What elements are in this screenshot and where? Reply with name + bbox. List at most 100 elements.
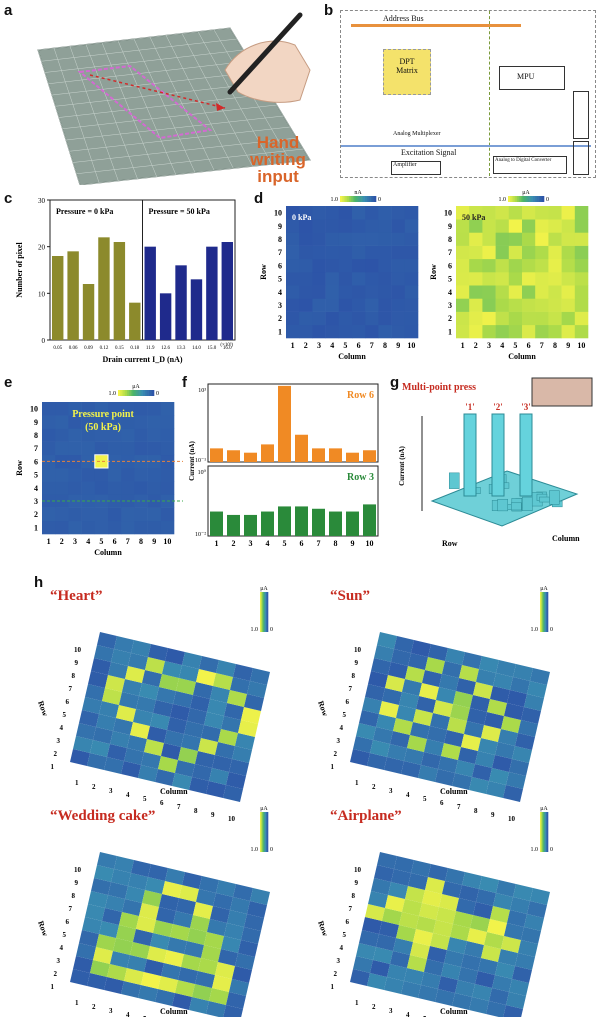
hand-icon: [224, 40, 311, 103]
grid-line: [41, 38, 237, 62]
heatmap-cell: [430, 933, 450, 950]
heatmap-cell: [359, 710, 379, 727]
heatmap-cell: [134, 415, 148, 429]
heatmap-cell: [445, 648, 465, 665]
colorbar-segment: [265, 592, 266, 632]
map-title: “Wedding cake”: [50, 808, 155, 824]
heatmap-cell: [495, 962, 515, 979]
heatmap-cell: [111, 649, 131, 666]
peak-label: '3': [521, 402, 531, 412]
heatmap-cell: [175, 980, 195, 997]
heatmap-cell: [179, 665, 199, 682]
column-tick-label: 5: [143, 795, 147, 803]
heatmap-cell: [561, 298, 576, 312]
heatmap-cell: [299, 298, 313, 312]
y-tick-label: 0: [42, 337, 46, 345]
colorbar-segment: [352, 196, 355, 202]
colorbar-segment: [265, 812, 267, 852]
column-tick-label: 3: [109, 787, 113, 795]
colorbar-segment: [541, 592, 542, 632]
heatmap-cell: [338, 285, 353, 299]
heatmap-cell: [574, 245, 589, 260]
heatmap-cell: [522, 258, 536, 273]
heatmap-cell: [147, 402, 162, 416]
heatmap-cell: [184, 721, 204, 738]
heatmap-cell: [159, 674, 179, 691]
heatmap-cell: [227, 690, 247, 707]
heatmap-cell: [352, 272, 366, 286]
heatmap-cell: [405, 886, 425, 903]
colorbar-segment: [148, 390, 151, 396]
heatmap-cell: [413, 709, 433, 726]
heatmap-cell: [55, 454, 69, 469]
heatmap-cell: [515, 953, 535, 970]
colorbar-segment: [150, 390, 153, 396]
heatmap-cell: [438, 756, 458, 773]
heatmap-cell: [218, 729, 238, 746]
heatmap-cell: [134, 481, 148, 495]
heatmap-cell: [489, 988, 509, 1005]
colorbar-segment: [263, 812, 264, 852]
heatmap-cell: [428, 644, 448, 661]
heatmap-cell: [68, 520, 82, 535]
heatmap-cell: [207, 699, 227, 716]
heatmap-cell: [371, 658, 391, 675]
row-tick-label: 1: [51, 983, 55, 991]
panel-b-letter: b: [324, 2, 334, 19]
colorbar-unit: μA: [260, 806, 268, 812]
column-tick-label: 4: [500, 341, 504, 350]
heatmap-cell: [81, 441, 96, 456]
colorbar-segment: [546, 812, 548, 852]
heatmap-cell: [133, 929, 153, 946]
heatmap-cell: [495, 272, 510, 286]
colorbar-segment: [264, 812, 266, 852]
column-tick-label: 4: [330, 341, 334, 350]
heatmap-cell: [119, 692, 139, 709]
heatmap-cell: [160, 441, 175, 456]
heatmap-cell: [574, 324, 589, 339]
map-label-left: 0 kPa: [292, 213, 311, 222]
row-tick-label: 5: [448, 275, 452, 284]
heatmap-cell: [484, 712, 504, 729]
heatmap-cell: [68, 468, 82, 482]
heatmap-cell: [476, 889, 496, 906]
highlight-region: [77, 64, 213, 140]
heatmap-cell: [365, 258, 379, 273]
heatmap-cell: [134, 520, 148, 535]
heatmap-cell: [134, 494, 148, 508]
tick-label: 0.15: [115, 346, 124, 351]
heatmap-cell: [522, 219, 536, 233]
heatmap-cell: [561, 311, 576, 326]
colorbar-segment: [542, 812, 543, 852]
colorbar-segment: [262, 812, 264, 852]
heatmap-cell: [459, 885, 479, 902]
panel-h-letter: h: [34, 574, 44, 591]
small-bar: [539, 496, 550, 503]
heatmap-cell: [458, 747, 478, 764]
tick-label: 0.06: [69, 346, 78, 351]
heatmap-cell: [88, 891, 108, 908]
colorbar-segment: [266, 812, 267, 852]
column-tick-label: 10: [577, 341, 585, 350]
small-bar: [497, 498, 508, 512]
column-tick-label: 3: [487, 341, 491, 350]
y-axis-label: Column: [552, 534, 580, 543]
series-label: Row 3: [347, 472, 374, 483]
colorbar-segment: [128, 390, 131, 396]
row-tick-label: 7: [448, 248, 452, 257]
heatmap-cell: [55, 428, 69, 442]
heatmap-cell: [210, 686, 230, 703]
heatmap-cell: [478, 738, 498, 755]
column-tick-label: 7: [370, 341, 374, 350]
heatmap-cell: [312, 206, 326, 220]
heatmap-cell: [535, 245, 549, 260]
heatmap-cell: [55, 415, 69, 429]
small-bar: [549, 490, 560, 505]
heatmap-cell: [404, 219, 419, 233]
row-tick-label: 1: [278, 327, 282, 336]
heatmap-cell: [230, 677, 250, 694]
colorbar-segment: [118, 390, 121, 396]
y-tick-label: 20: [38, 244, 46, 252]
heatmap-cell: [482, 311, 496, 326]
heatmap-cell: [196, 889, 216, 906]
